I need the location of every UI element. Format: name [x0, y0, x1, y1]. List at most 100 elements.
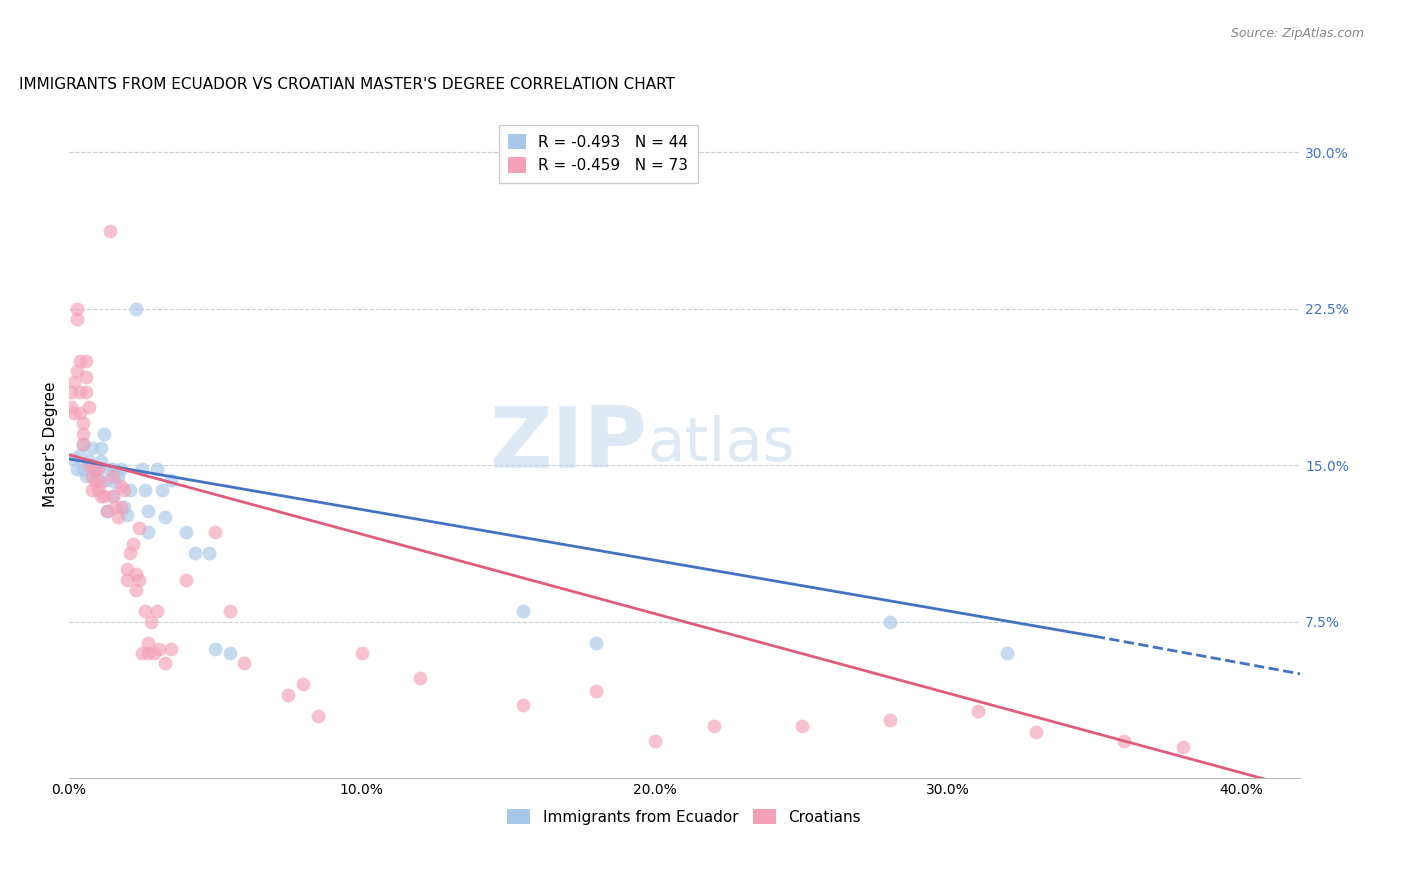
Point	[160, 473, 183, 487]
Point	[69, 353, 91, 368]
Point	[125, 583, 148, 598]
Point	[63, 451, 86, 466]
Point	[160, 641, 183, 656]
Point	[134, 483, 156, 498]
Point	[115, 562, 138, 576]
Point	[101, 490, 124, 504]
Point	[155, 510, 177, 524]
Point	[350, 646, 373, 660]
Y-axis label: Master's Degree: Master's Degree	[44, 382, 58, 507]
Point	[115, 573, 138, 587]
Point	[136, 524, 159, 539]
Point	[110, 479, 132, 493]
Point	[107, 468, 129, 483]
Point	[104, 475, 127, 489]
Point	[96, 473, 118, 487]
Point	[69, 385, 91, 400]
Point	[98, 224, 121, 238]
Point	[72, 437, 94, 451]
Point	[1025, 725, 1047, 739]
Point	[96, 504, 118, 518]
Point	[75, 353, 97, 368]
Point	[112, 483, 135, 498]
Point	[512, 604, 534, 618]
Point	[1171, 739, 1194, 754]
Point	[90, 454, 112, 468]
Text: atlas: atlas	[647, 415, 794, 474]
Point	[218, 604, 240, 618]
Point	[174, 573, 197, 587]
Point	[90, 475, 112, 489]
Point	[879, 713, 901, 727]
Point	[150, 483, 173, 498]
Point	[72, 426, 94, 441]
Point	[139, 615, 162, 629]
Point	[110, 500, 132, 514]
Point	[93, 490, 115, 504]
Point	[136, 635, 159, 649]
Legend: Immigrants from Ecuador, Croatians: Immigrants from Ecuador, Croatians	[502, 803, 868, 830]
Point	[204, 524, 226, 539]
Point	[110, 462, 132, 476]
Point	[90, 442, 112, 456]
Point	[174, 524, 197, 539]
Point	[198, 546, 221, 560]
Point	[69, 448, 91, 462]
Text: IMMIGRANTS FROM ECUADOR VS CROATIAN MASTER'S DEGREE CORRELATION CHART: IMMIGRANTS FROM ECUADOR VS CROATIAN MAST…	[20, 78, 675, 93]
Point	[84, 475, 107, 489]
Point	[96, 504, 118, 518]
Point	[128, 573, 150, 587]
Point	[125, 566, 148, 581]
Point	[995, 646, 1018, 660]
Point	[585, 635, 607, 649]
Point	[66, 301, 89, 316]
Point	[80, 458, 103, 472]
Point	[134, 604, 156, 618]
Point	[101, 462, 124, 476]
Text: Source: ZipAtlas.com: Source: ZipAtlas.com	[1230, 27, 1364, 40]
Point	[66, 462, 89, 476]
Point	[72, 437, 94, 451]
Point	[77, 400, 100, 414]
Point	[75, 370, 97, 384]
Point	[115, 508, 138, 523]
Point	[277, 688, 299, 702]
Point	[136, 504, 159, 518]
Point	[69, 406, 91, 420]
Point	[120, 483, 142, 498]
Point	[84, 462, 107, 476]
Point	[90, 490, 112, 504]
Point	[93, 426, 115, 441]
Point	[204, 641, 226, 656]
Point	[60, 385, 83, 400]
Point	[101, 468, 124, 483]
Point	[155, 657, 177, 671]
Point	[292, 677, 315, 691]
Point	[75, 385, 97, 400]
Point	[790, 719, 813, 733]
Point	[84, 464, 107, 478]
Point	[644, 733, 666, 747]
Point	[122, 537, 145, 551]
Point	[131, 646, 153, 660]
Point	[80, 483, 103, 498]
Point	[63, 406, 86, 420]
Point	[104, 500, 127, 514]
Point	[142, 646, 165, 660]
Point	[75, 468, 97, 483]
Text: ZIP: ZIP	[489, 403, 647, 486]
Point	[87, 473, 110, 487]
Point	[63, 375, 86, 389]
Point	[72, 462, 94, 476]
Point	[233, 657, 256, 671]
Point	[131, 462, 153, 476]
Point	[98, 462, 121, 476]
Point	[80, 468, 103, 483]
Point	[87, 483, 110, 498]
Point	[409, 671, 432, 685]
Point	[80, 442, 103, 456]
Point	[1114, 733, 1136, 747]
Point	[145, 604, 167, 618]
Point	[307, 708, 329, 723]
Point	[66, 312, 89, 326]
